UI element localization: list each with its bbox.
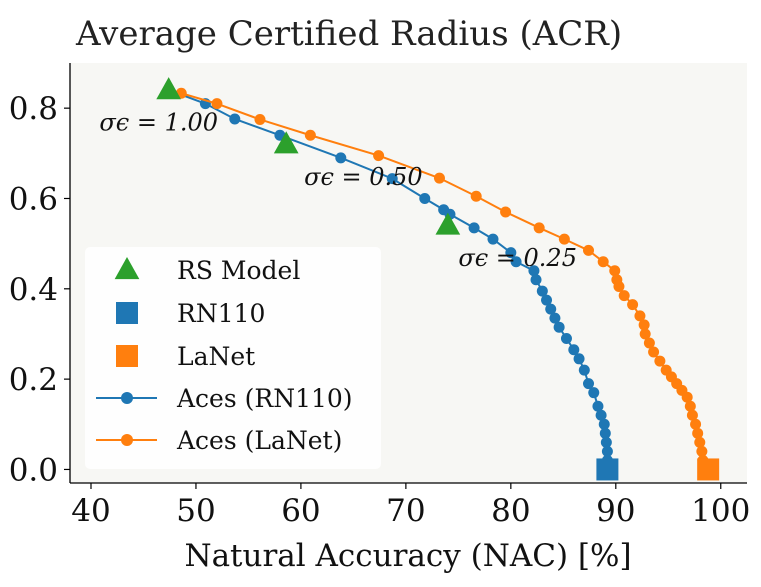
- data-point: [692, 427, 704, 439]
- data-point: [510, 256, 522, 268]
- data-point: [568, 344, 580, 356]
- legend-marker: [121, 434, 133, 446]
- data-point: [211, 98, 223, 110]
- data-point: [601, 445, 613, 457]
- series-layer: [156, 77, 720, 481]
- data-point: [592, 400, 604, 412]
- y-tick-label: 0.6: [9, 181, 58, 217]
- data-point: [560, 332, 572, 344]
- data-point: [549, 312, 561, 324]
- chart-title: Average Certified Radius (ACR): [75, 14, 622, 54]
- data-point: [684, 400, 696, 412]
- legend-label: RN110: [177, 299, 265, 328]
- x-axis-ticks: 40 50 60 70 80 90 100: [71, 483, 750, 529]
- x-tick-label: 100: [691, 493, 750, 529]
- data-point: [304, 129, 316, 141]
- x-axis-label: Natural Accuracy (NAC) [%]: [184, 538, 631, 574]
- y-tick-label: 0.4: [9, 272, 58, 308]
- legend-label: Aces (LaNet): [176, 426, 342, 455]
- data-point: [609, 265, 621, 277]
- x-tick-label: 50: [176, 493, 215, 529]
- data-point: [686, 409, 698, 421]
- data-point: [528, 265, 540, 277]
- x-tick-label: 40: [71, 493, 110, 529]
- data-point: [373, 150, 385, 162]
- data-point: [500, 206, 512, 218]
- x-tick-label: 80: [491, 493, 530, 529]
- data-point: [578, 364, 590, 376]
- data-point: [638, 319, 650, 331]
- y-tick-label: 0.0: [9, 452, 58, 488]
- data-point: [541, 294, 553, 306]
- data-point: [694, 436, 706, 448]
- data-point: [533, 222, 545, 234]
- data-point: [470, 190, 482, 202]
- data-point: [505, 247, 517, 259]
- data-point: [599, 427, 611, 439]
- data-point: [335, 152, 347, 164]
- x-tick-label: 90: [596, 493, 635, 529]
- annotation-label: σϵ = 0.50: [304, 163, 423, 191]
- legend-marker: [116, 345, 138, 367]
- data-point: [597, 256, 609, 268]
- data-point: [697, 458, 720, 481]
- data-point: [634, 310, 646, 322]
- annotation-layer: σϵ = 1.00 σϵ = 0.50 σϵ = 0.25: [99, 109, 577, 272]
- data-point: [536, 285, 548, 297]
- data-point: [588, 387, 600, 399]
- y-axis-ticks: 0.0 0.2 0.4 0.6 0.8: [9, 91, 70, 488]
- data-point: [696, 445, 708, 457]
- data-point: [595, 409, 607, 421]
- data-point: [596, 458, 619, 481]
- data-point: [639, 328, 651, 340]
- data-point: [419, 192, 431, 204]
- data-point: [627, 299, 639, 311]
- y-tick-label: 0.2: [9, 362, 58, 398]
- x-tick-label: 60: [281, 493, 320, 529]
- data-point: [545, 303, 557, 315]
- legend-marker: [114, 257, 140, 280]
- annotation-label: σϵ = 0.25: [458, 244, 577, 272]
- y-tick-label: 0.8: [9, 91, 58, 127]
- data-point: [553, 321, 565, 333]
- data-point: [618, 290, 630, 302]
- data-point: [583, 378, 595, 390]
- data-point: [558, 233, 570, 245]
- data-point: [598, 418, 610, 430]
- data-point: [583, 244, 595, 256]
- data-point: [156, 77, 182, 100]
- legend-label: Aces (RN110): [176, 384, 353, 413]
- annotation-label: σϵ = 1.00: [99, 109, 218, 137]
- x-tick-label: 70: [386, 493, 425, 529]
- legend: RS Model RN110 LaNet Aces (RN110) Aces (LaNe…: [85, 247, 381, 469]
- data-point: [573, 353, 585, 365]
- data-point: [433, 172, 445, 184]
- data-point: [487, 233, 499, 245]
- data-point: [435, 212, 461, 235]
- data-point: [273, 131, 299, 154]
- data-point: [654, 355, 666, 367]
- data-point: [648, 346, 660, 358]
- data-point: [643, 337, 655, 349]
- legend-marker: [116, 302, 138, 324]
- data-point: [600, 436, 612, 448]
- legend-label: RS Model: [177, 256, 300, 285]
- legend-box: [85, 247, 381, 469]
- data-point: [681, 391, 693, 403]
- data-point: [530, 274, 542, 286]
- data-point: [229, 113, 241, 125]
- legend-marker: [121, 392, 133, 404]
- legend-label: LaNet: [177, 342, 255, 371]
- data-point: [468, 222, 480, 234]
- data-point: [254, 113, 266, 125]
- data-point: [613, 281, 625, 293]
- data-point: [386, 173, 398, 185]
- data-point: [690, 418, 702, 430]
